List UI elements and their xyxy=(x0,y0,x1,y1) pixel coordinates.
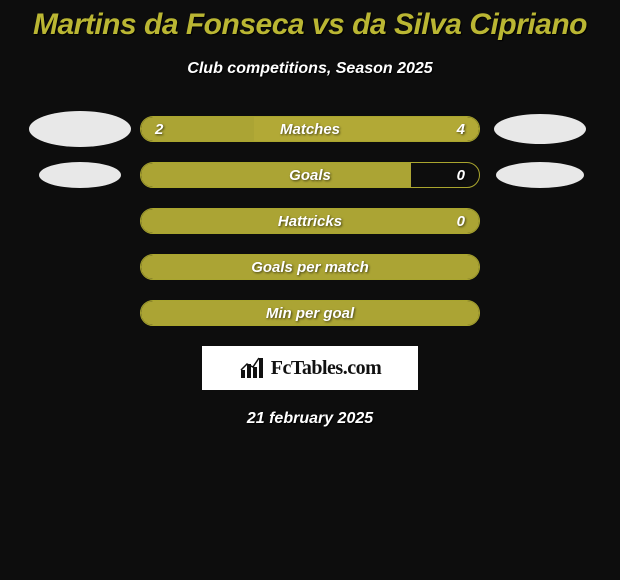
page-title: Martins da Fonseca vs da Silva Cipriano xyxy=(0,0,620,42)
player-avatar-placeholder xyxy=(29,111,131,147)
stat-bar-left-fill xyxy=(141,301,479,325)
date-label: 21 february 2025 xyxy=(0,410,620,428)
comparison-chart: Matches24 Goals0 Hattricks0 Goals per match… xyxy=(0,106,620,336)
stat-row: Goals0 xyxy=(0,152,620,198)
stat-bar: Min per goal xyxy=(140,300,480,326)
player-avatar-placeholder xyxy=(496,162,584,188)
logo-banner: FcTables.com xyxy=(202,346,418,390)
chart-icon xyxy=(239,356,267,380)
stat-bar: Hattricks0 xyxy=(140,208,480,234)
stat-bar: Matches24 xyxy=(140,116,480,142)
stat-bar: Goals0 xyxy=(140,162,480,188)
stat-bar-right-fill xyxy=(254,117,479,141)
stat-row: Min per goal xyxy=(0,290,620,336)
player-right-slot xyxy=(480,162,600,188)
stat-bar-left-fill xyxy=(141,255,479,279)
stat-bar-left-fill xyxy=(141,209,479,233)
player-avatar-placeholder xyxy=(494,114,586,144)
stat-value-right: 0 xyxy=(457,163,465,187)
player-left-slot xyxy=(20,162,140,188)
subtitle: Club competitions, Season 2025 xyxy=(0,60,620,78)
player-left-slot xyxy=(20,111,140,147)
stat-row: Matches24 xyxy=(0,106,620,152)
stat-bar-left-fill xyxy=(141,117,254,141)
stat-bar-left-fill xyxy=(141,163,411,187)
stat-row: Goals per match xyxy=(0,244,620,290)
player-avatar-placeholder xyxy=(39,162,121,188)
player-right-slot xyxy=(480,114,600,144)
stat-row: Hattricks0 xyxy=(0,198,620,244)
stat-bar: Goals per match xyxy=(140,254,480,280)
logo-text: FcTables.com xyxy=(271,357,381,380)
